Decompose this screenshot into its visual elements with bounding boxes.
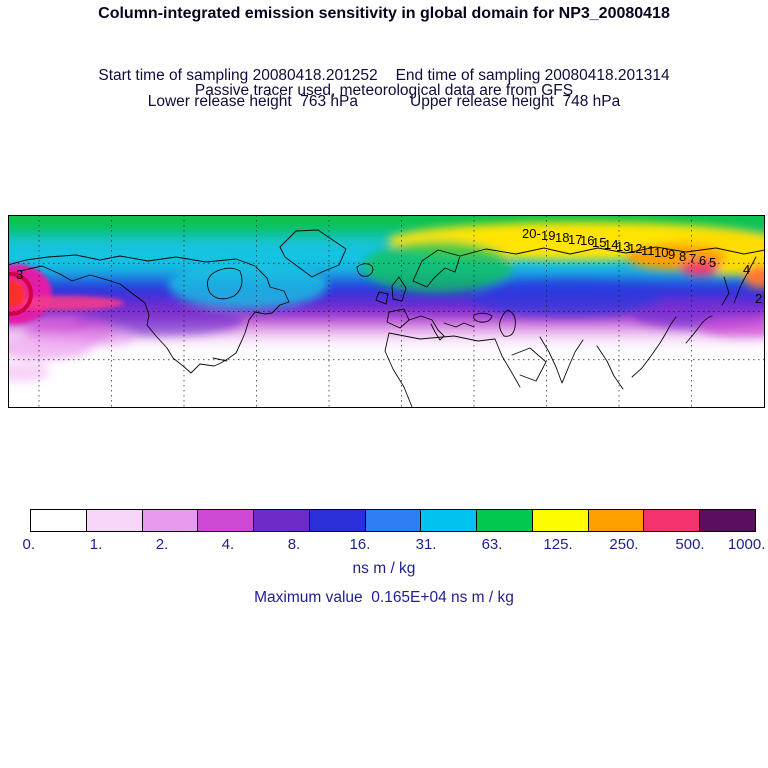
trajectory-label: 14 [604, 237, 618, 252]
colorbar-segment [365, 510, 422, 531]
colorbar-tick: 4. [221, 536, 235, 553]
trajectory-label: 6 [699, 253, 706, 268]
trajectory-label: 18 [555, 230, 569, 245]
lower-release-label: Lower release height 763 hPa [147, 93, 358, 110]
sampling-times-row: Start time of sampling 20080418.201252 E… [0, 31, 768, 121]
sensitivity-map: 20- 19 18 17 16 15 14 13 12 11 10 9 8 7 … [8, 215, 765, 408]
trajectory-label: 4 [743, 262, 750, 277]
colorbar-segment [532, 510, 589, 531]
trajectory-label: 13 [616, 239, 630, 254]
colorbar-tick: 16. [349, 536, 371, 553]
colorbar-tick: 8. [287, 536, 301, 553]
trajectory-label: 7 [689, 251, 696, 266]
colorbar-segment [142, 510, 199, 531]
colorbar-segment [421, 510, 478, 531]
trajectory-label: 5 [709, 255, 716, 270]
trajectory-label: 16 [580, 233, 594, 248]
colorbar-units: ns m / kg [352, 560, 416, 577]
source-marker [8, 272, 33, 316]
map-border [8, 215, 765, 408]
trajectory-label: 17 [568, 232, 582, 247]
trajectory-label: 20- [522, 226, 541, 241]
trajectory-label: 11 [641, 243, 655, 258]
colorbar-tick: 63. [481, 536, 503, 553]
grid-lines [8, 215, 765, 408]
end-time-label: End time of sampling 20080418.201314 [395, 67, 670, 84]
trajectory-label: 2 [755, 291, 762, 306]
coastlines [8, 229, 765, 408]
colorbar-segment [700, 510, 755, 531]
colorbar-tick: 0. [22, 536, 36, 553]
start-time-label: Start time of sampling 20080418.201252 [98, 67, 378, 84]
colorbar-tick: 31. [415, 536, 437, 553]
colorbar-segment [254, 510, 310, 531]
colorbar [30, 509, 756, 532]
trajectory-label: 8 [679, 249, 686, 264]
trajectory-day-markers: 20- 19 18 17 16 15 14 13 12 11 10 9 8 7 … [16, 226, 762, 306]
trajectory-label: 10 [654, 245, 668, 260]
tracer-note: Passive tracer used, meteorological data… [194, 82, 574, 99]
release-heights-row: Lower release height 763 hPa Upper relea… [0, 57, 768, 147]
colorbar-segment [31, 510, 87, 531]
colorbar-segment [198, 510, 255, 531]
colorbar-tick: 500. [675, 536, 705, 553]
trajectory-label: 15 [592, 235, 606, 250]
page-title: Column-integrated emission sensitivity i… [98, 5, 670, 22]
colorbar-tick: 1. [89, 536, 103, 553]
colorbar-tick: 1000. [727, 536, 766, 553]
colorbar-segment [477, 510, 533, 531]
sensitivity-field-features [8, 222, 765, 382]
trajectory-label: 3 [16, 267, 23, 282]
colorbar-segment [644, 510, 701, 531]
max-value-label: Maximum value 0.165E+04 ns m / kg [254, 589, 514, 606]
trajectory-label: 12 [628, 241, 642, 256]
colorbar-ticks: 0. 1. 2. 4. 8. 16. 31. 63. 125. 250. 500… [22, 536, 765, 554]
colorbar-segment [588, 510, 645, 531]
trajectory-label: 19 [541, 228, 555, 243]
trajectory-label: 9 [668, 247, 675, 262]
colorbar-segment [309, 510, 366, 531]
upper-release-label: Upper release height 748 hPa [410, 93, 621, 110]
map-canvas: 20- 19 18 17 16 15 14 13 12 11 10 9 8 7 … [8, 215, 765, 408]
colorbar-segment [86, 510, 143, 531]
colorbar-tick: 2. [155, 536, 169, 553]
colorbar-tick: 250. [609, 536, 639, 553]
colorbar-tick: 125. [543, 536, 573, 553]
